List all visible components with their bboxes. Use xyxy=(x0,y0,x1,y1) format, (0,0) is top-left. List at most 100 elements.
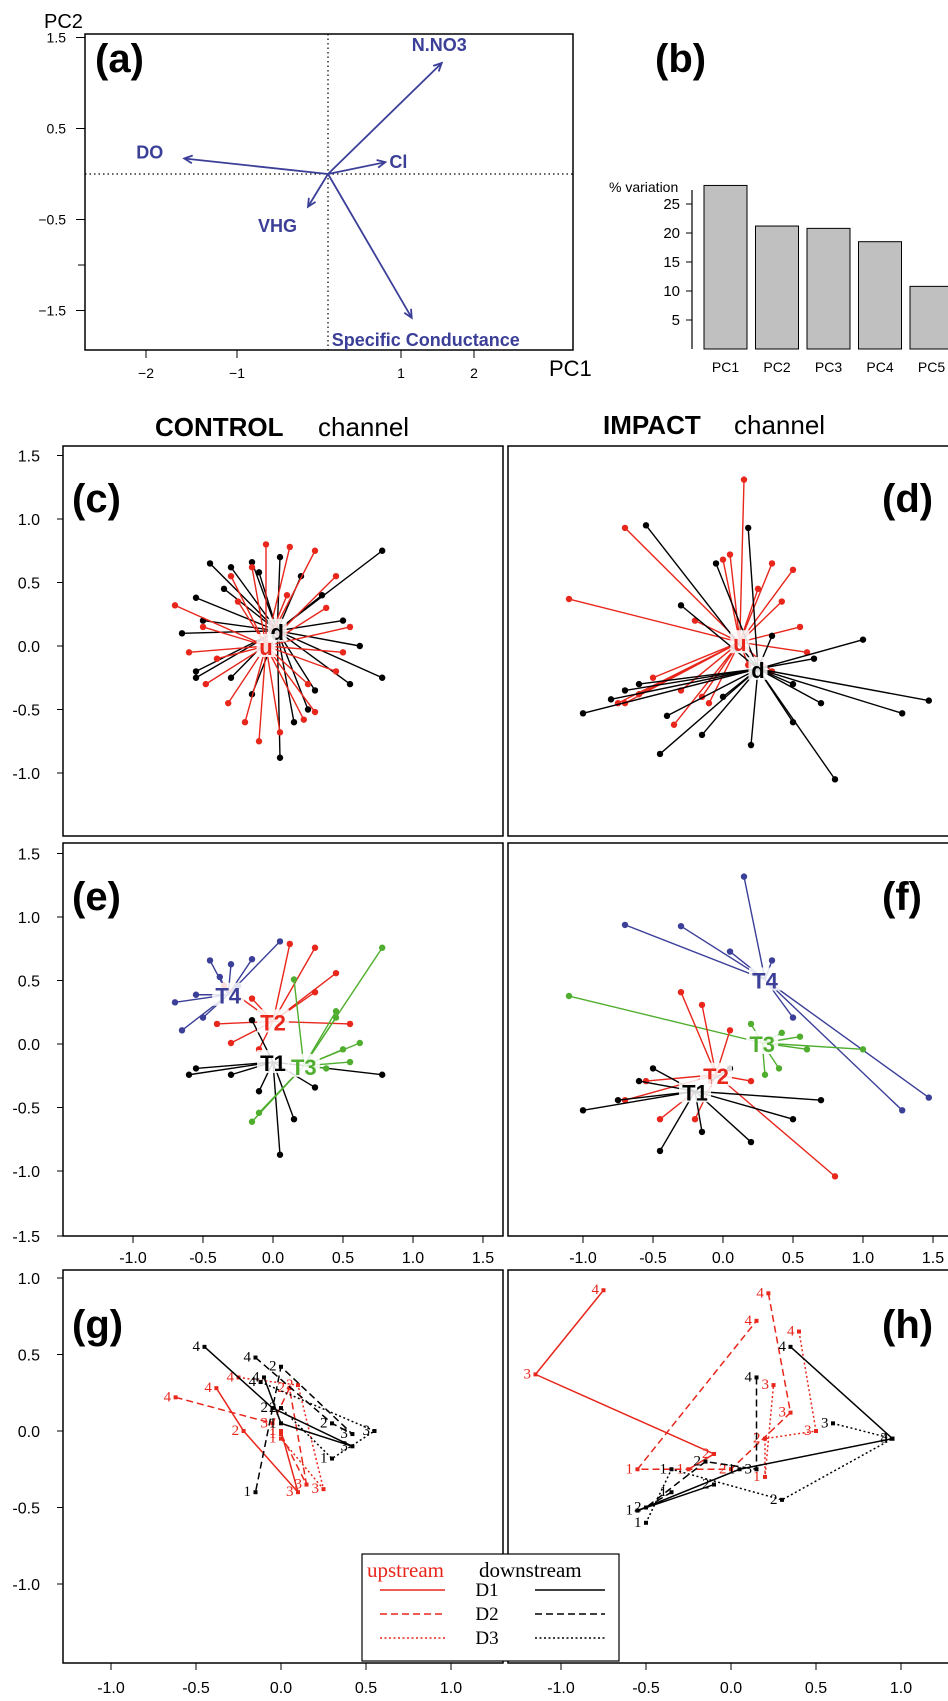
spoke-line xyxy=(659,668,759,755)
centroid-label: T1 xyxy=(682,1080,708,1105)
trajectory-point xyxy=(330,1456,334,1461)
sample-point xyxy=(248,995,256,1002)
tick-label: 10 xyxy=(663,283,680,300)
trajectory-label: 4 xyxy=(756,1285,764,1301)
sample-point xyxy=(286,543,293,551)
trajectory-point xyxy=(372,1429,377,1433)
sample-point xyxy=(255,1088,263,1095)
spoke-line xyxy=(205,645,267,685)
trajectory-label: 1 xyxy=(320,1451,328,1467)
spoke-line xyxy=(265,645,316,713)
legend-downstream-title: downstream xyxy=(479,1558,582,1582)
sample-point xyxy=(332,1014,340,1021)
spoke-line xyxy=(265,645,281,733)
spoke-line xyxy=(276,630,281,758)
trajectory-point xyxy=(703,1459,708,1464)
bar xyxy=(806,227,851,350)
sample-point xyxy=(178,1027,186,1034)
sample-point xyxy=(248,955,256,963)
sample-point xyxy=(311,944,319,951)
centroid-label: d xyxy=(751,658,764,683)
spoke-line xyxy=(694,1090,822,1101)
trajectory-line xyxy=(637,1346,895,1512)
sample-point xyxy=(185,1071,193,1078)
centroid-label: u xyxy=(733,631,746,656)
vector-label: N.NO3 xyxy=(412,35,467,55)
sample-point xyxy=(171,602,179,609)
trajectory-line xyxy=(260,1381,377,1460)
sample-point xyxy=(227,572,235,580)
trajectory-point xyxy=(754,1467,759,1472)
sample-point xyxy=(234,598,242,605)
sample-point xyxy=(318,592,326,599)
trajectory-label: 1 xyxy=(244,1484,252,1500)
sample-point xyxy=(698,731,706,739)
centroid-label: T2 xyxy=(260,1010,286,1035)
sample-point xyxy=(192,594,200,601)
spoke-line xyxy=(582,1090,696,1112)
arrow-head xyxy=(403,308,413,320)
tick-label: -1.0 xyxy=(97,1680,125,1697)
trajectory-label: 4 xyxy=(745,1369,753,1385)
trajectory-point xyxy=(763,1436,767,1441)
tick-label: 1.0 xyxy=(852,1250,874,1267)
spoke-line xyxy=(258,645,267,742)
sample-point xyxy=(227,1071,235,1078)
sample-point xyxy=(332,969,340,977)
axis-label-y: PC2 xyxy=(44,11,83,33)
sample-point xyxy=(726,1027,734,1034)
sample-point xyxy=(332,572,340,580)
sample-point xyxy=(768,560,776,567)
tick-label: 0.0 xyxy=(18,1424,40,1441)
sample-point xyxy=(649,674,657,681)
spoke-line xyxy=(244,645,267,723)
sample-point xyxy=(356,1039,363,1047)
trajectory-label: 2 xyxy=(261,1400,269,1416)
spoke-line xyxy=(757,638,864,670)
trajectory-label: 3 xyxy=(261,1415,269,1431)
vector-label: Cl xyxy=(389,152,407,172)
sample-point xyxy=(206,560,214,567)
trajectory-point xyxy=(644,1505,648,1510)
vector-label: Specific Conductance xyxy=(332,330,520,350)
trajectory-point xyxy=(890,1436,895,1441)
tick-label: 0.0 xyxy=(18,1037,40,1054)
loading-vector xyxy=(307,173,329,208)
tick-label: 0.0 xyxy=(270,1680,292,1697)
trajectory-point xyxy=(296,1383,300,1388)
trajectory-point xyxy=(788,1344,793,1349)
sample-point xyxy=(286,940,293,948)
spoke-line xyxy=(764,978,930,1099)
sample-point xyxy=(796,1033,804,1040)
tick-label: −0.5 xyxy=(38,212,66,228)
trajectory-point xyxy=(788,1410,793,1415)
sample-point xyxy=(803,1046,811,1053)
arrow-head xyxy=(306,197,317,209)
trajectory-point xyxy=(797,1329,801,1334)
legend-upstream-title: upstream xyxy=(367,1558,444,1582)
sample-point xyxy=(789,566,797,573)
spoke-line xyxy=(195,597,278,632)
trajectory-point xyxy=(350,1432,355,1437)
tick-label: 15 xyxy=(663,254,680,271)
sample-point xyxy=(656,1116,664,1123)
trajectory-label: 1 xyxy=(269,1426,277,1442)
centroid-background xyxy=(287,1053,320,1077)
category-label: PC2 xyxy=(763,359,790,375)
trajectory-label: 1 xyxy=(269,1431,277,1447)
spoke-line xyxy=(272,1061,281,1155)
trajectory-label: 4 xyxy=(592,1282,600,1298)
sample-point xyxy=(248,564,256,571)
arrow-head xyxy=(182,154,193,165)
sample-point xyxy=(607,696,615,703)
sample-point xyxy=(192,991,200,998)
panel-f-frame xyxy=(507,842,948,1237)
spoke-line xyxy=(568,598,740,643)
sample-point xyxy=(719,556,727,563)
spoke-line xyxy=(202,626,267,647)
sample-point xyxy=(311,989,319,996)
sample-point xyxy=(199,623,207,631)
trajectory-label: 2 xyxy=(694,1454,702,1470)
trajectory-point xyxy=(780,1497,784,1502)
sample-point xyxy=(192,674,200,681)
